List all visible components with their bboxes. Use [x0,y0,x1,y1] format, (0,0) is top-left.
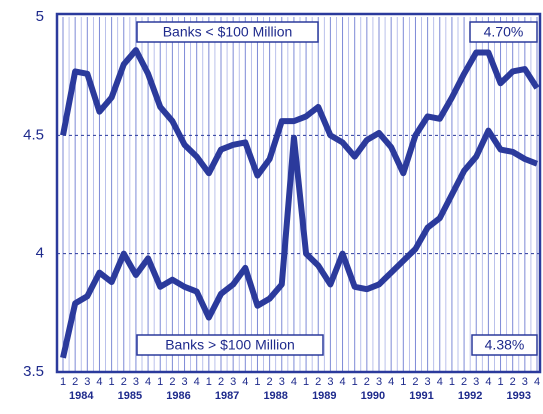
year-label: 1986 [166,390,190,402]
x-tick-label: 4 [291,376,297,388]
year-label: 1984 [69,390,94,402]
x-tick-label: 1 [352,376,358,388]
plot-frame [55,12,542,374]
year-label: 1993 [507,390,531,402]
x-tick-label: 4 [485,376,491,388]
x-tick-label: 3 [84,376,90,388]
x-tick-label: 4 [437,376,443,388]
x-tick-label: 2 [121,376,127,388]
year-label: 1987 [215,390,239,402]
x-tick-label: 2 [267,376,273,388]
annotation: 4.38% [485,337,525,353]
x-tick-label: 1 [206,376,212,388]
x-tick-label: 3 [230,376,236,388]
year-label: 1992 [458,390,482,402]
x-tick-label: 3 [133,376,139,388]
x-tick-label: 4 [194,376,200,388]
series-line [60,127,539,359]
x-tick-label: 1 [400,376,406,388]
x-tick-label: 3 [473,376,479,388]
year-label: 1985 [118,390,142,402]
legend-entry-box [136,21,319,43]
x-tick-label: 2 [364,376,370,388]
series-line [60,47,540,179]
legend-entry-box [136,334,324,356]
x-tick-label: 1 [109,376,115,388]
x-tick-label: 4 [388,376,394,388]
x-tick-label: 1 [303,376,309,388]
x-tick-label: 2 [72,376,78,388]
year-label: 1988 [263,390,287,402]
x-tick-label: 1 [449,376,455,388]
x-tick-label: 1 [157,376,163,388]
x-tick-label: 1 [254,376,260,388]
x-tick-label: 3 [425,376,431,388]
annotation-box [469,21,538,43]
x-tick-label: 2 [218,376,224,388]
x-tick-label: 2 [461,376,467,388]
x-tick-label: 4 [242,376,248,388]
x-tick-label: 3 [522,376,528,388]
x-tick-label: 1 [497,376,503,388]
x-tick-label: 4 [534,376,540,388]
x-tick-label: 2 [510,376,516,388]
x-tick-label: 2 [412,376,418,388]
x-tick-label: 3 [279,376,285,388]
x-tick-label: 3 [376,376,382,388]
x-tick-label: 4 [145,376,151,388]
annotation: 4.70% [484,24,524,40]
x-tick-label: 1 [60,376,66,388]
y-tick-label: 4 [36,245,44,262]
year-label: 1989 [312,390,336,402]
y-tick-label: 3.5 [23,363,44,380]
y-tick-label: 4.5 [23,126,44,143]
annotation-box [471,334,538,356]
x-tick-label: 3 [327,376,333,388]
x-tick-label: 2 [169,376,175,388]
y-tick-label: 5 [36,8,44,25]
x-tick-label: 2 [315,376,321,388]
year-label: 1990 [361,390,385,402]
x-tick-label: 4 [339,376,345,388]
year-label: 1991 [409,390,433,402]
legend-entry: Banks < $100 Million [163,24,293,40]
legend-entry: Banks > $100 Million [165,337,295,353]
x-tick-label: 3 [181,376,187,388]
x-tick-label: 4 [96,376,102,388]
